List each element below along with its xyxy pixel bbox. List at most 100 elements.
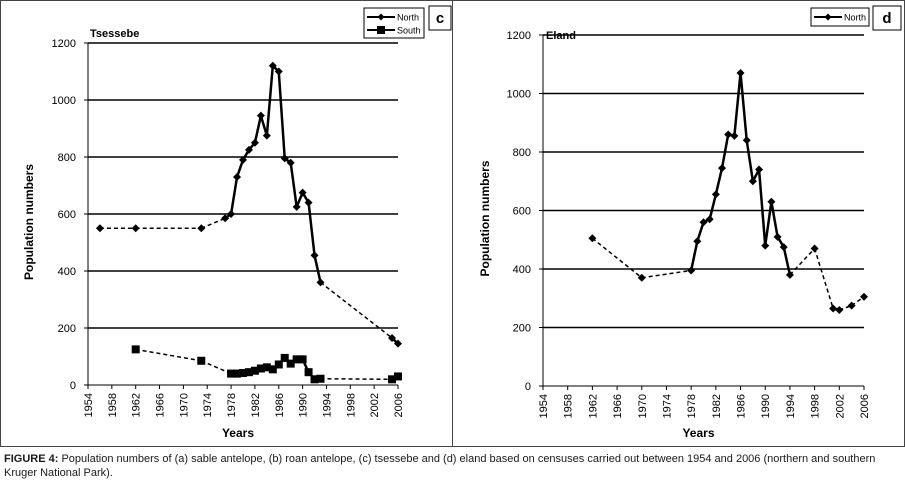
- panel-letter-box: [872, 5, 902, 31]
- data-point-north: [197, 224, 206, 233]
- series-segment-north: [745, 140, 755, 182]
- series-segment-south: [200, 360, 232, 375]
- chart-panel-d: 0 200 400 600 800 1000 1200 1954 1958 1962 1966 197…: [478, 5, 902, 440]
- legend-marker: [377, 13, 385, 21]
- x-tick-label: 1990: [298, 393, 310, 417]
- series-segment-south: [320, 377, 393, 381]
- y-tick-label: 1200: [507, 30, 531, 42]
- y-tick-label: 600: [58, 209, 76, 221]
- series-segment-north: [641, 269, 692, 279]
- y-tick-label: 200: [513, 323, 531, 335]
- data-point-north: [274, 67, 283, 76]
- data-point-north: [256, 111, 265, 120]
- data-point-north: [724, 130, 733, 139]
- data-point-north: [847, 301, 856, 310]
- data-point-north: [687, 266, 696, 275]
- data-point-north: [699, 218, 708, 227]
- data-point-south: [280, 353, 289, 362]
- data-point-north: [131, 224, 140, 233]
- x-tick-label: 1978: [686, 394, 698, 418]
- panel-letter: c: [436, 10, 444, 27]
- x-tick-label: 1978: [226, 393, 238, 417]
- x-tick-label: 1986: [736, 394, 748, 418]
- data-point-north: [286, 158, 295, 167]
- x-tick-label: 1998: [345, 393, 357, 417]
- data-point-south: [304, 368, 313, 377]
- x-tick-label: 1994: [321, 393, 333, 417]
- x-tick-label: 1970: [178, 393, 190, 417]
- series-segment-north: [789, 248, 816, 276]
- y-tick-label: 1000: [52, 95, 76, 107]
- x-tick-label: 1994: [785, 394, 797, 418]
- data-point-north: [221, 214, 230, 223]
- series-segment-north: [757, 169, 767, 246]
- data-point-north: [292, 202, 301, 211]
- legend-label-north: North: [844, 13, 866, 23]
- caption-text: Population numbers of (a) sable antelope…: [4, 453, 876, 479]
- data-point-north: [785, 270, 794, 279]
- data-point-north: [810, 244, 819, 253]
- caption-lead: FIGURE 4:: [4, 453, 59, 465]
- data-point-south: [256, 364, 265, 373]
- legend: North: [810, 7, 870, 27]
- series-segment-north: [320, 281, 393, 339]
- data-point-north: [268, 61, 277, 70]
- data-point-north: [767, 197, 776, 206]
- data-point-south: [250, 366, 259, 375]
- series-segment-north: [689, 240, 699, 271]
- series-segment-north: [313, 255, 322, 283]
- series-segment-north: [720, 134, 730, 169]
- x-tick-label: 1954: [83, 393, 95, 417]
- data-point-north: [388, 333, 397, 342]
- data-point-south: [233, 369, 242, 378]
- data-point-north: [394, 339, 402, 348]
- x-tick-label: 1966: [612, 394, 624, 418]
- data-point-north: [748, 177, 757, 186]
- data-point-north: [280, 154, 289, 163]
- y-tick-label: 400: [513, 264, 531, 276]
- data-point-south: [394, 372, 402, 381]
- data-point-north: [718, 164, 727, 173]
- data-point-south: [244, 368, 253, 377]
- series-segment-north: [770, 201, 779, 238]
- x-tick-label: 1962: [587, 394, 599, 418]
- series-segment-north: [739, 72, 748, 141]
- data-point-south: [316, 374, 325, 383]
- data-point-north: [244, 145, 253, 154]
- data-point-north: [304, 198, 313, 207]
- data-point-south: [388, 375, 397, 384]
- chart-title: Eland: [546, 30, 576, 42]
- x-tick-label: 2006: [393, 393, 405, 417]
- x-tick-label: 1974: [661, 394, 673, 418]
- y-axis-label: Population numbers: [22, 164, 36, 280]
- data-point-north: [588, 234, 597, 243]
- data-point-north: [705, 215, 714, 224]
- data-point-north: [742, 136, 751, 145]
- series-segment-north: [200, 217, 226, 229]
- series-segment-north: [307, 202, 316, 256]
- data-point-north: [860, 292, 868, 301]
- y-tick-label: 800: [58, 152, 76, 164]
- legend-box: [363, 7, 425, 39]
- data-point-north: [755, 165, 764, 174]
- series-segment-north: [277, 71, 286, 159]
- series-segment-south: [135, 348, 202, 362]
- series-segment-north: [813, 248, 834, 309]
- legend-marker: [824, 13, 832, 21]
- data-point-north: [773, 232, 782, 241]
- y-tick-label: 200: [58, 323, 76, 335]
- data-point-north: [262, 131, 271, 140]
- data-point-south: [239, 369, 247, 378]
- y-tick-label: 0: [70, 380, 76, 392]
- data-point-south: [298, 355, 307, 364]
- x-tick-label: 1986: [274, 393, 286, 417]
- data-point-north: [779, 243, 788, 252]
- data-point-south: [292, 355, 301, 364]
- series-segment-north: [253, 115, 263, 144]
- y-tick-label: 400: [58, 266, 76, 278]
- data-point-north: [835, 305, 844, 314]
- data-point-south: [227, 369, 236, 378]
- chart-panel-c: 0 200 400 600 800 1000 1200 1954 1958 1962 1966 197…: [22, 5, 452, 440]
